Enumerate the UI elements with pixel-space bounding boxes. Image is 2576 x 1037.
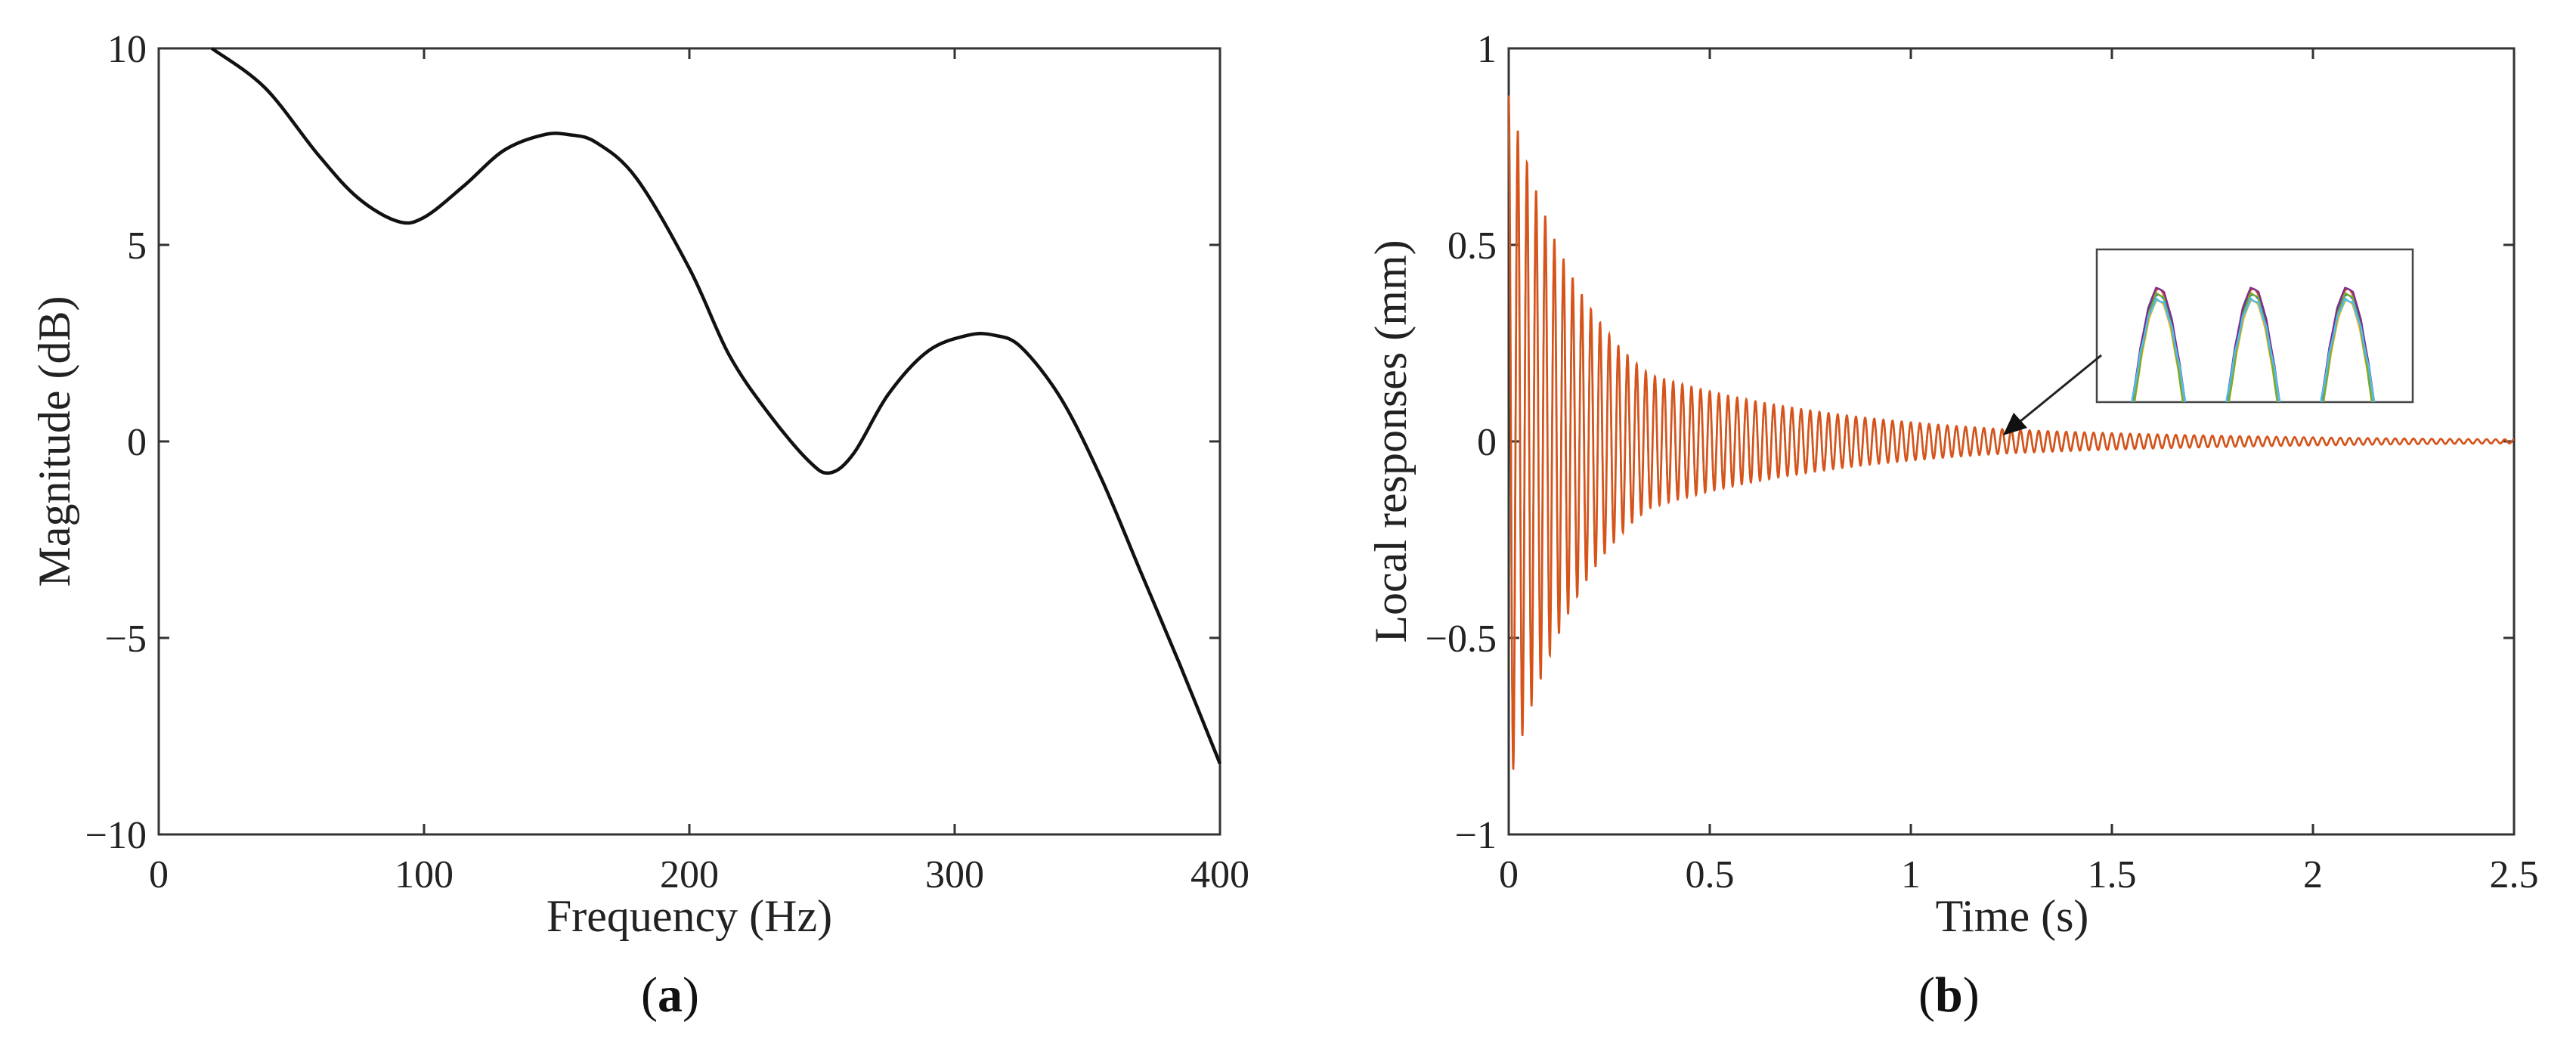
- panel-a-magnitude-line: [210, 47, 1222, 765]
- panel-b-y-tick-label: 0.5: [1447, 224, 1497, 268]
- inset-arrow-line: [2019, 354, 2102, 423]
- panel-a-x-tick-label: 400: [1190, 853, 1249, 896]
- panel-b-inset: [2095, 248, 2414, 404]
- response-line-6: [1508, 131, 2515, 746]
- response-line-5: [1508, 122, 2514, 751]
- inset-arrow: [2003, 354, 2102, 435]
- inset-peak-3-line-6: [2320, 296, 2376, 403]
- inset-peaks: [2131, 286, 2376, 403]
- panel-a-y-tick-label: −10: [85, 814, 147, 857]
- panel-a-caption: (a): [641, 967, 699, 1023]
- panel-a-y-ticks: −10 −5 0 5 10: [85, 28, 1220, 857]
- panel-b-x-tick-label: 1.5: [2088, 853, 2137, 896]
- panel-b-x-tick-label: 2: [2303, 853, 2323, 896]
- panel-b-y-tick-label: −0.5: [1426, 618, 1497, 661]
- panel-b-y-axis-label: Local responses (mm): [1366, 240, 1416, 642]
- panel-b-x-axis-label: Time (s): [1936, 891, 2089, 941]
- panel-b-x-ticks: 0 0.5 1 1.5 2 2.5: [1499, 48, 2539, 896]
- panel-b-y-ticks: −1 −0.5 0 0.5 1: [1426, 28, 2514, 857]
- panel-a-x-tick-label: 200: [660, 853, 719, 896]
- panel-b-x-tick-label: 2.5: [2490, 853, 2539, 896]
- panel-a-x-axis-label: Frequency (Hz): [546, 891, 832, 941]
- panel-b-x-tick-label: 1: [1901, 853, 1921, 896]
- panel-a-x-tick-label: 0: [149, 853, 169, 896]
- panel-a-x-tick-label: 100: [395, 853, 454, 896]
- panel-b-chart: 0 0.5 1 1.5 2 2.5 −1 −0.5 0 0.5 1 Time (s) Local …: [1366, 28, 2539, 1023]
- panel-b-x-tick-label: 0: [1499, 853, 1519, 896]
- inset-arrow-head: [2003, 413, 2027, 435]
- panel-a-y-axis-label: Magnitude (dB): [29, 296, 79, 587]
- inset-peak-1-line-6: [2131, 296, 2187, 403]
- panel-a-y-tick-label: −5: [105, 618, 147, 661]
- panel-a-y-tick-label: 0: [127, 421, 147, 464]
- response-line-4: [1508, 114, 2514, 756]
- panel-a-y-tick-label: 10: [107, 28, 147, 71]
- panel-a-caption-letter: a: [658, 967, 683, 1023]
- panel-a-y-tick-label: 5: [127, 224, 147, 268]
- panel-b-plot-box: [1507, 47, 2516, 836]
- panel-a-plot-box: [157, 47, 1221, 836]
- panel-a-x-tick-label: 300: [925, 853, 984, 896]
- panel-a-x-ticks: 0 100 200 300 400: [149, 48, 1249, 896]
- panel-b-y-tick-label: −1: [1455, 814, 1497, 857]
- panel-b-caption-letter: b: [1935, 967, 1963, 1023]
- panel-a-chart: 0 100 200 300 400 −10 −5 0 5 10 Frequency (Hz) M…: [29, 28, 1249, 1023]
- inset-peak-2-line-6: [2225, 296, 2281, 403]
- panel-b-y-tick-label: 0: [1477, 421, 1497, 464]
- panel-b-y-tick-label: 1: [1477, 28, 1497, 71]
- panel-b-caption: (b): [1918, 967, 1980, 1023]
- panel-b-x-tick-label: 0.5: [1686, 853, 1735, 896]
